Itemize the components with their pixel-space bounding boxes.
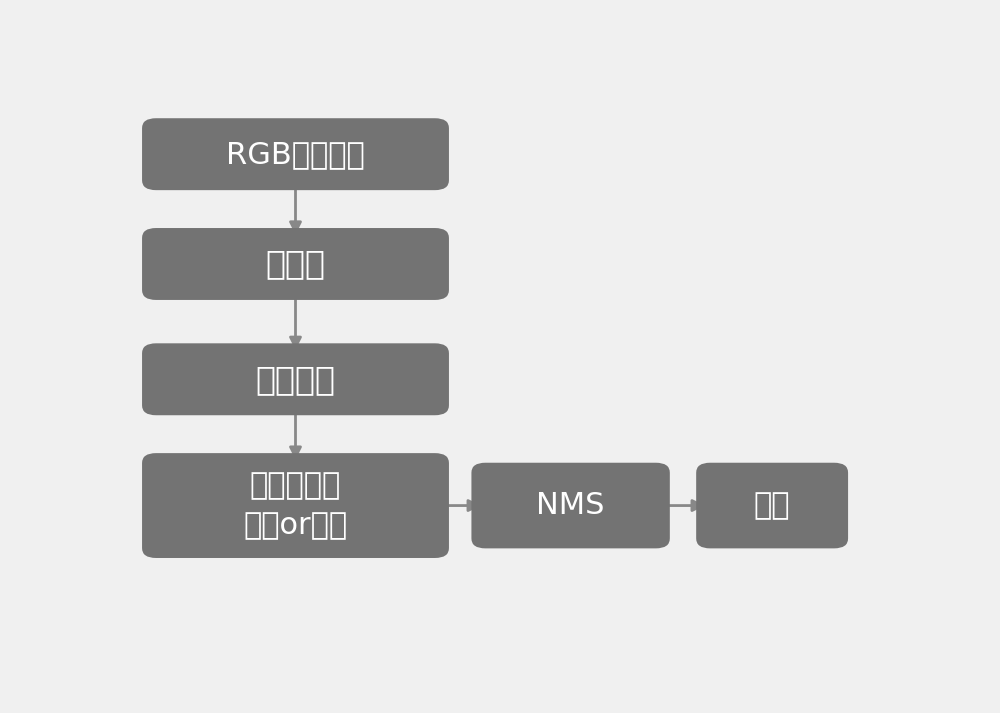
FancyBboxPatch shape xyxy=(142,344,449,415)
FancyBboxPatch shape xyxy=(142,228,449,300)
Text: 候选框: 候选框 xyxy=(266,247,326,280)
Text: RGB卫星影像: RGB卫星影像 xyxy=(226,140,365,169)
Text: 特征提取: 特征提取 xyxy=(256,363,336,396)
FancyBboxPatch shape xyxy=(142,118,449,190)
FancyBboxPatch shape xyxy=(471,463,670,548)
Text: 分类器判定
目标or背景: 分类器判定 目标or背景 xyxy=(243,471,348,540)
Text: NMS: NMS xyxy=(536,491,605,520)
Text: 输出: 输出 xyxy=(754,491,790,520)
FancyBboxPatch shape xyxy=(696,463,848,548)
FancyBboxPatch shape xyxy=(142,453,449,558)
